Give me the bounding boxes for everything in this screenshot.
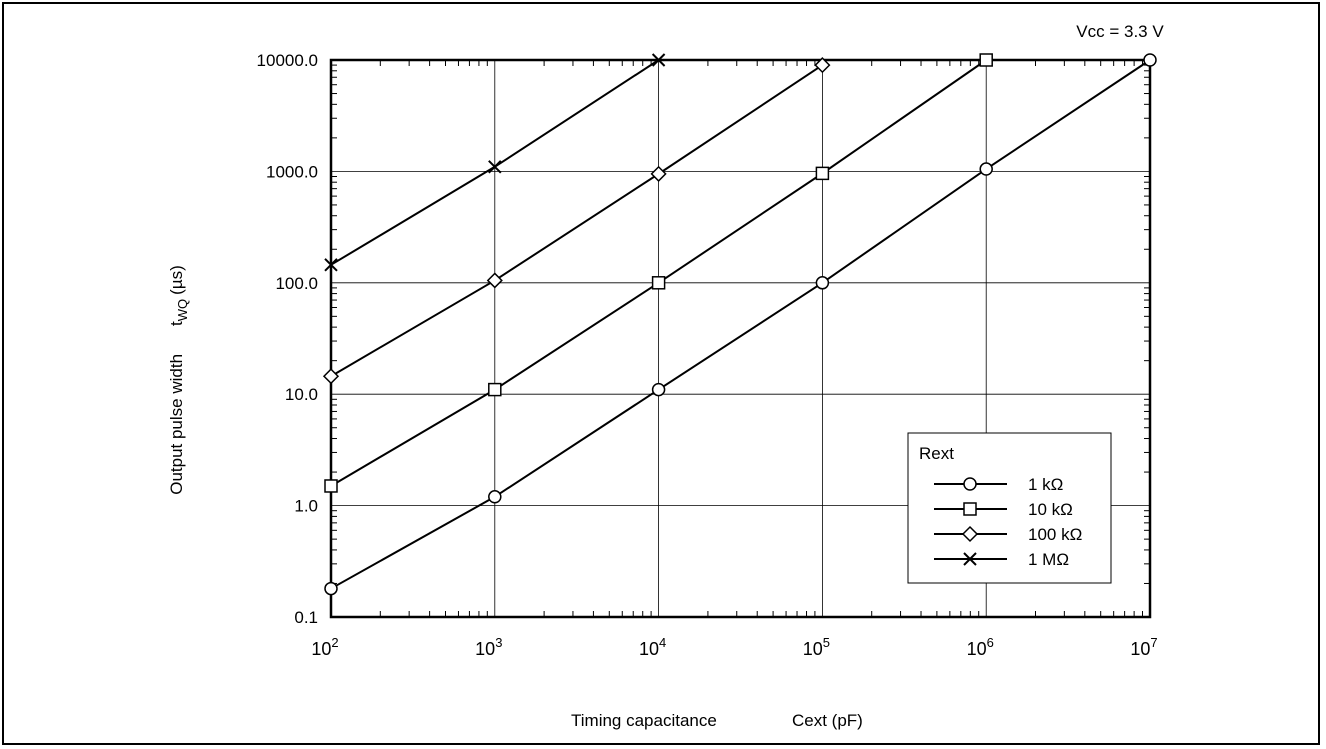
series-line <box>330 59 1151 590</box>
marker-circle <box>488 490 502 504</box>
legend-label: 10 kΩ <box>1028 500 1073 519</box>
y-tick-label: 100.0 <box>275 274 318 293</box>
legend-entry: 100 kΩ <box>934 525 1082 544</box>
marker-cross <box>324 258 338 272</box>
x-axis-label-part1: Timing capacitance <box>571 711 717 730</box>
x-tick-label: 106 <box>967 635 994 659</box>
series-3 <box>322 57 831 385</box>
y-tick-label: 0.1 <box>294 608 318 627</box>
y-axis-label-unit: (µs) <box>167 265 186 295</box>
marker-circle <box>324 581 338 596</box>
series-4 <box>324 53 666 272</box>
legend-label: 100 kΩ <box>1028 525 1082 544</box>
vcc-annotation: Vcc = 3.3 V <box>1076 22 1164 41</box>
marker-circle <box>651 382 666 397</box>
marker-square <box>651 276 666 290</box>
marker-diamond <box>961 525 979 543</box>
x-tick-label: 105 <box>803 635 830 659</box>
marker-circle <box>1143 53 1157 67</box>
x-tick-label: 103 <box>475 635 502 659</box>
y-tick-labels: 0.1 1.0 10.0 100.0 1000.0 10000.0 <box>257 51 318 627</box>
marker-square <box>488 382 502 397</box>
x-tick-label: 107 <box>1130 635 1157 659</box>
marker-circle <box>963 477 977 491</box>
marker-cross <box>963 552 977 566</box>
y-axis-label: Output pulse width tWQ (µs) <box>167 265 190 495</box>
x-tick-label: 102 <box>311 635 338 659</box>
y-axis-label-prefix: Output pulse width <box>167 354 186 495</box>
marker-cross <box>488 160 502 174</box>
legend-title: Rext <box>919 444 954 463</box>
marker-square <box>979 53 993 67</box>
legend-entry: 10 kΩ <box>934 500 1073 519</box>
y-tick-label: 10.0 <box>285 385 318 404</box>
marker-square <box>963 502 977 516</box>
y-axis-label-subscript: WQ <box>175 299 190 321</box>
x-tick-labels: 102 103 104 105 106 107 <box>311 635 1157 659</box>
legend-label: 1 MΩ <box>1028 550 1069 569</box>
legend: Rext 1 kΩ 10 kΩ 100 kΩ 1 MΩ <box>907 432 1112 584</box>
y-axis-label-symbol: t <box>167 321 186 326</box>
legend-label: 1 kΩ <box>1028 475 1063 494</box>
plot-area <box>329 58 1152 619</box>
marker-circle <box>979 162 993 176</box>
marker-square <box>324 479 338 493</box>
series-line <box>330 64 823 378</box>
svg-text:Output pulse widthtWQ(µs): Output pulse width tWQ (µs) <box>167 265 190 495</box>
marker-diamond <box>486 272 503 289</box>
marker-circle <box>815 276 830 290</box>
legend-entry: 1 kΩ <box>934 475 1063 494</box>
y-tick-label: 1.0 <box>294 497 318 516</box>
legend-entries: 1 kΩ 10 kΩ 100 kΩ 1 MΩ <box>934 475 1082 569</box>
y-tick-label: 1000.0 <box>266 162 318 181</box>
marker-diamond <box>322 368 340 385</box>
marker-square <box>815 166 830 181</box>
marker-diamond <box>814 57 831 74</box>
x-tick-label: 104 <box>639 635 666 659</box>
series-1 <box>324 53 1157 596</box>
series-2 <box>324 53 993 493</box>
marker-diamond <box>650 165 667 182</box>
y-tick-label: 10000.0 <box>257 51 318 70</box>
series-layer <box>322 53 1157 596</box>
legend-entry: 1 MΩ <box>934 550 1069 569</box>
marker-cross <box>651 53 666 67</box>
x-axis-label-part2: Cext (pF) <box>792 711 863 730</box>
